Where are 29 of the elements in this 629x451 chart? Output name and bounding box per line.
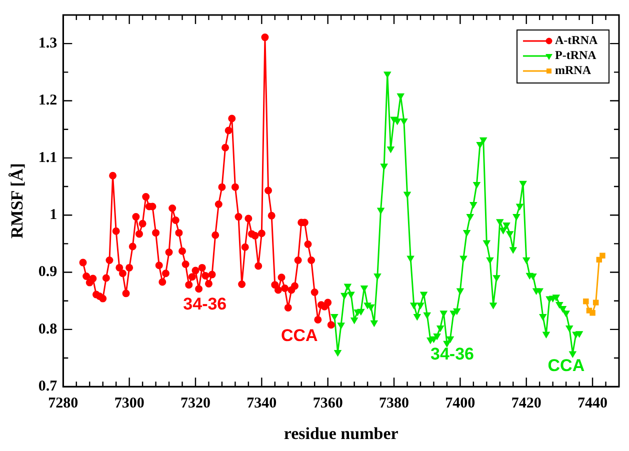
x-tick-label: 7300 bbox=[114, 395, 144, 412]
point bbox=[583, 298, 589, 304]
point bbox=[590, 310, 596, 316]
x-tick-label: 7420 bbox=[511, 395, 542, 412]
y-axis-title: RMSF [Å] bbox=[8, 163, 27, 238]
x-tick-label: 7380 bbox=[379, 395, 410, 412]
x-tick-label: 7440 bbox=[578, 395, 608, 412]
y-tick-label: 0.8 bbox=[38, 321, 58, 338]
y-tick-label: 0.7 bbox=[38, 378, 58, 394]
annotation: 34-36 bbox=[430, 344, 474, 364]
x-axis-title: residue number bbox=[284, 424, 399, 444]
annotation: CCA bbox=[548, 356, 585, 375]
legend-label: mRNA bbox=[555, 63, 592, 78]
point bbox=[600, 252, 606, 259]
y-tick-label: 1.1 bbox=[38, 150, 58, 166]
x-tick-label: 7340 bbox=[246, 395, 277, 412]
x-tick-label: 7320 bbox=[180, 395, 210, 412]
x-tick-label: 7280 bbox=[48, 395, 78, 412]
y-tick-label: 0.9 bbox=[38, 264, 58, 280]
y-tick-label: 1.3 bbox=[38, 35, 58, 52]
annotation: 34-36 bbox=[183, 294, 227, 314]
point bbox=[592, 300, 599, 306]
annotation: CCA bbox=[280, 326, 318, 346]
y-tick-label: 1 bbox=[50, 206, 58, 223]
legend-label: P-tRNA bbox=[555, 48, 597, 62]
y-tick-label: 1.2 bbox=[38, 92, 58, 109]
legend-label: A-tRNA bbox=[555, 33, 598, 48]
x-tick-label: 7360 bbox=[312, 395, 343, 412]
x-tick-label: 7400 bbox=[445, 395, 476, 412]
